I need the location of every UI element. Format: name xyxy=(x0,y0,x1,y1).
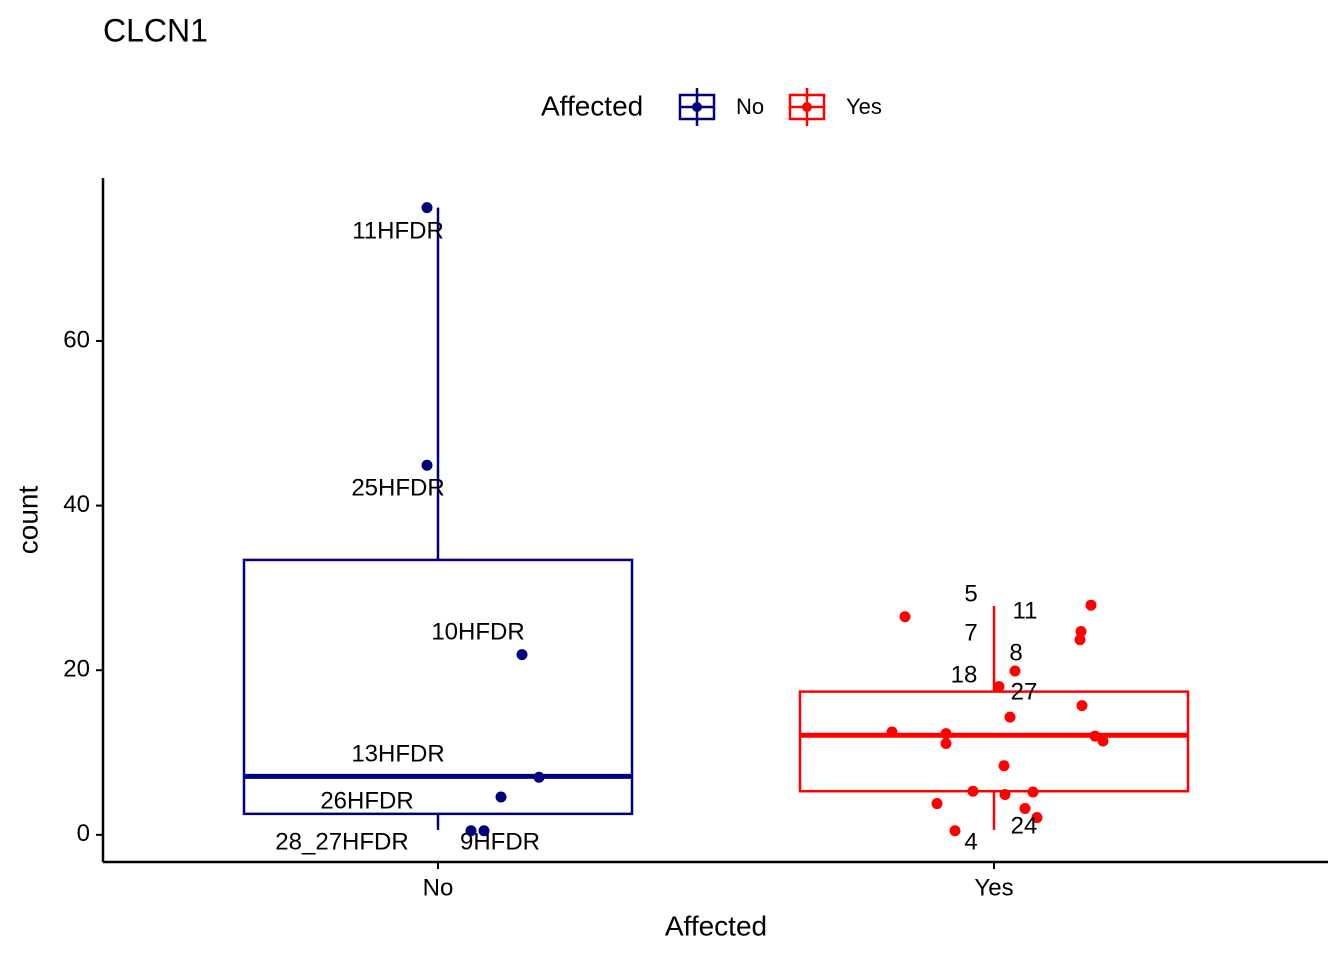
point-label: 25HFDR xyxy=(351,474,444,501)
point-label: 27 xyxy=(1011,678,1038,705)
point xyxy=(533,771,545,783)
y-tick-label: 20 xyxy=(63,656,90,683)
point-label: 26HFDR xyxy=(320,787,413,814)
point-label: 4 xyxy=(964,828,977,855)
point-label: 13HFDR xyxy=(351,740,444,767)
legend-key xyxy=(802,102,812,112)
point xyxy=(940,728,952,740)
point xyxy=(993,681,1005,693)
point xyxy=(931,798,943,810)
point xyxy=(940,737,952,749)
point xyxy=(516,649,528,661)
point-label: 11 xyxy=(1013,597,1038,624)
point-label: 9HFDR xyxy=(460,828,540,855)
point-label: 11HFDR xyxy=(352,217,444,244)
point xyxy=(1085,599,1097,611)
box xyxy=(242,558,634,816)
point xyxy=(1027,786,1039,798)
point xyxy=(421,459,433,471)
x-tick-label: Yes xyxy=(974,874,1013,901)
point xyxy=(1097,735,1109,747)
legend-title: Affected xyxy=(541,90,643,121)
y-tick-label: 60 xyxy=(63,326,90,353)
point-label: 7 xyxy=(964,619,977,646)
point xyxy=(949,825,961,837)
point-label: 5 xyxy=(964,580,977,607)
point xyxy=(967,785,979,797)
point-label: 10HFDR xyxy=(431,618,524,645)
point-label: 8 xyxy=(1009,639,1022,666)
point xyxy=(421,202,433,214)
point xyxy=(1019,802,1031,814)
point xyxy=(999,789,1011,801)
point xyxy=(1031,812,1043,824)
point xyxy=(998,760,1010,772)
point xyxy=(1076,700,1088,712)
legend-label: Yes xyxy=(846,94,882,119)
point xyxy=(1009,665,1021,677)
x-tick-label: No xyxy=(423,874,454,901)
point xyxy=(1075,626,1087,638)
point xyxy=(495,791,507,803)
point xyxy=(1074,634,1086,646)
point xyxy=(1004,711,1016,723)
point xyxy=(886,726,898,738)
point xyxy=(465,825,477,837)
y-tick-label: 40 xyxy=(63,491,90,518)
point-label: 24 xyxy=(1011,812,1038,839)
y-tick-label: 0 xyxy=(77,820,90,847)
y-axis-label: count xyxy=(12,486,43,555)
x-axis-label: Affected xyxy=(665,910,767,941)
point-label: 28_27HFDR xyxy=(275,828,408,855)
legend-key xyxy=(692,102,702,112)
point-label: 18 xyxy=(951,661,978,688)
point xyxy=(478,825,490,837)
legend-label: No xyxy=(736,94,764,119)
point xyxy=(899,611,911,623)
point xyxy=(1089,730,1101,742)
chart-title: CLCN1 xyxy=(103,12,208,48)
box xyxy=(798,690,1190,793)
